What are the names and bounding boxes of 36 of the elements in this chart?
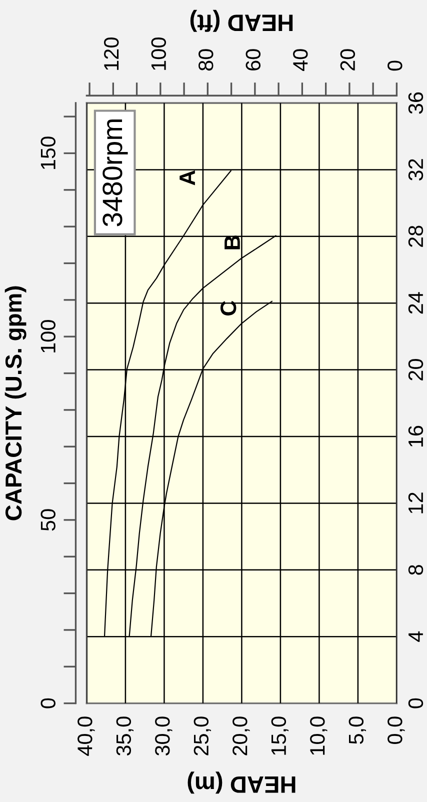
- x2-axis-title: HEAD (ft): [190, 10, 293, 32]
- x-tick-label: 25,0: [194, 716, 212, 756]
- x-tick-label: 30,0: [155, 716, 172, 756]
- x-tick-label: 0,0: [388, 716, 405, 744]
- y2-tick-label: 4: [408, 631, 423, 642]
- x-tick-label: 15,0: [271, 716, 289, 755]
- y2-tick-label: 8: [408, 565, 424, 575]
- x2-tick-label: 100: [151, 38, 166, 70]
- y2-tick-label: 36: [408, 92, 424, 114]
- x-tick-label: 20,0: [232, 716, 250, 756]
- y2-tick-label: 16: [408, 426, 424, 446]
- y2-tick-label: 28: [408, 226, 424, 247]
- y2-tick-label: 12: [408, 492, 423, 514]
- y-tick-label: 100: [40, 320, 56, 352]
- y-tick-label: 0: [40, 698, 56, 708]
- y2-tick-label: 24: [408, 292, 423, 314]
- y-axis-title: CAPACITY (U.S. gpm): [4, 286, 26, 520]
- x-tick-label: 5,0: [348, 716, 366, 744]
- x2-tick-label: 0: [388, 60, 402, 71]
- x-tick-label: 40,0: [78, 716, 95, 756]
- x-tick-label: 35,0: [116, 716, 134, 756]
- text: A: [180, 170, 195, 186]
- annotation: 3480rpm: [102, 120, 128, 226]
- x2-tick-label: 20: [340, 49, 356, 70]
- x2-tick-label: 40: [293, 49, 308, 71]
- x2-tick-label: 60: [246, 49, 261, 70]
- y2-tick-label: 0: [408, 698, 424, 708]
- text: B: [224, 236, 240, 250]
- y2-tick-label: 20: [408, 359, 424, 380]
- x-axis-title: HEAD (m): [188, 772, 296, 794]
- x-tick-label: 10,0: [310, 716, 328, 755]
- y-tick-label: 150: [40, 136, 56, 170]
- y-tick-label: 50: [40, 509, 56, 531]
- x2-tick-label: 120: [104, 38, 119, 70]
- x2-tick-label: 80: [198, 49, 214, 71]
- y2-tick-label: 32: [408, 159, 424, 180]
